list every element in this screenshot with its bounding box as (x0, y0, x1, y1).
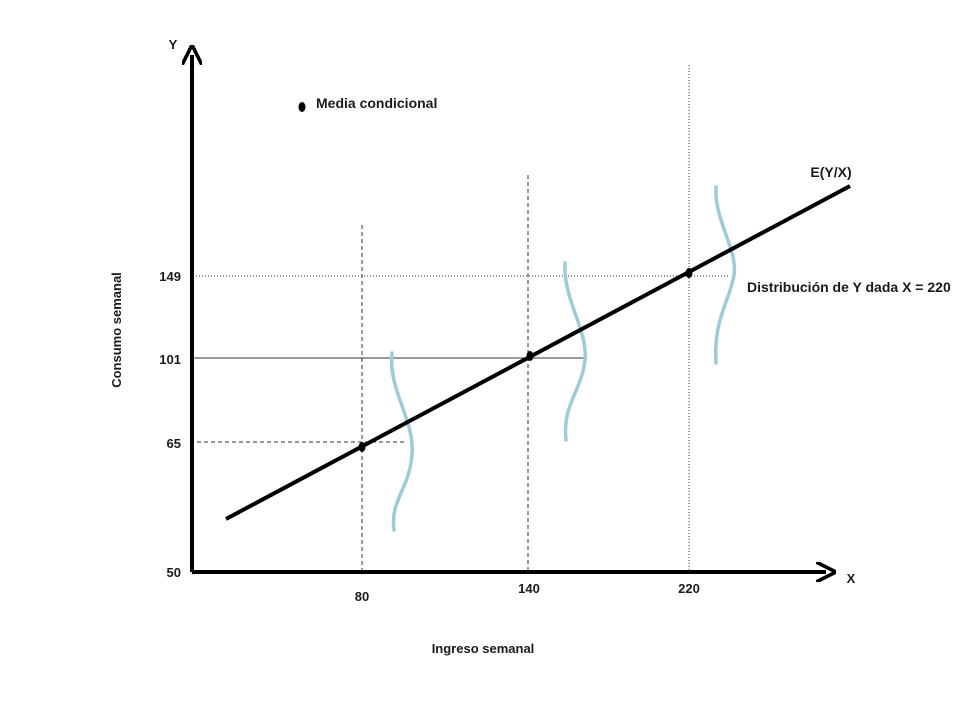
y-axis-title: Consumo semanal (109, 272, 124, 388)
distribution-curve-80 (389, 351, 414, 532)
x-axis-title: Ingreso semanal (432, 641, 535, 656)
x-tick-label: 220 (678, 581, 700, 596)
regression-line (225, 184, 851, 521)
y-tick-label: 65 (167, 436, 181, 451)
conditional-distributions (389, 185, 737, 532)
distribution-annotation: Distribución de Y dada X = 220 (747, 279, 951, 295)
y-axis-letter: Y (169, 37, 178, 52)
y-tick-label: 101 (159, 352, 181, 367)
mean-point-80 (358, 442, 366, 452)
x-tick-label: 80 (355, 589, 369, 604)
x-tick-label: 140 (518, 581, 540, 596)
legend-marker (298, 102, 306, 112)
distribution-curve-220 (713, 185, 737, 365)
mean-point-140 (526, 351, 534, 361)
regression-line-label: E(Y/X) (810, 164, 851, 180)
x-axis-letter: X (847, 571, 856, 586)
mean-point-220 (685, 268, 693, 278)
guide-lines (190, 65, 730, 572)
y-tick-label: 149 (159, 269, 181, 284)
conditional-mean-points (358, 268, 693, 452)
legend-label: Media condicional (316, 95, 437, 111)
distribution-curve-140 (563, 261, 587, 442)
origin-label: 50 (167, 565, 181, 580)
